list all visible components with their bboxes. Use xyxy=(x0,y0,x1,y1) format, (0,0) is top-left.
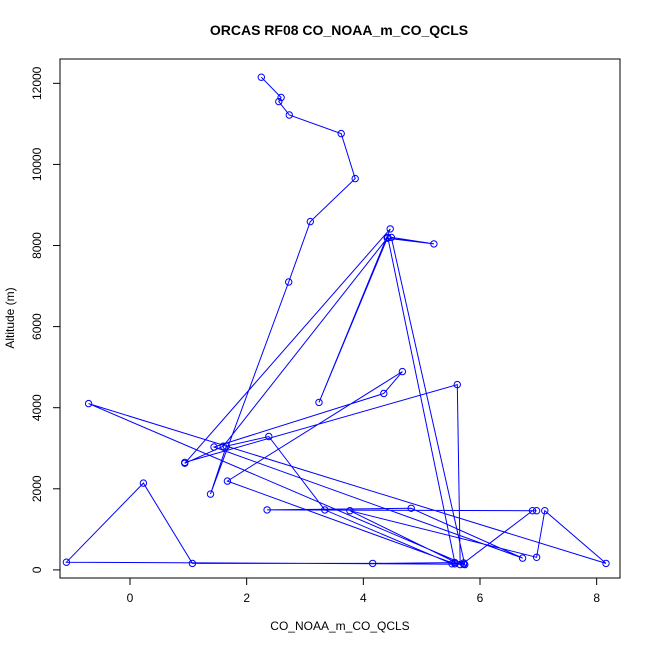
y-tick-label: 6000 xyxy=(30,313,44,340)
data-point xyxy=(386,225,394,233)
data-point xyxy=(430,240,438,248)
data-point xyxy=(383,234,391,242)
data-point xyxy=(398,367,407,376)
data-point xyxy=(210,443,218,451)
data-point xyxy=(387,233,395,242)
data-point xyxy=(602,559,610,568)
data-point xyxy=(257,73,265,81)
data-point xyxy=(407,504,415,512)
data-point xyxy=(453,380,461,389)
data-point xyxy=(222,442,231,450)
data-point xyxy=(461,560,469,569)
data-point xyxy=(528,507,537,515)
data-point xyxy=(139,479,148,487)
data-point xyxy=(277,93,285,102)
data-point xyxy=(285,278,293,286)
y-tick-label: 4000 xyxy=(30,394,44,421)
data-point xyxy=(518,554,527,562)
data-point xyxy=(263,506,271,514)
data-point xyxy=(456,560,464,569)
data-point xyxy=(275,97,283,106)
x-tick-label: 2 xyxy=(243,591,250,605)
data-point xyxy=(346,507,354,515)
data-point xyxy=(380,389,388,398)
data-point xyxy=(265,432,273,441)
series-line xyxy=(65,76,607,566)
x-tick-label: 4 xyxy=(360,591,367,605)
x-tick-label: 8 xyxy=(593,591,600,605)
y-tick-label: 10000 xyxy=(30,147,44,181)
x-tick-label: 0 xyxy=(127,591,134,605)
data-point xyxy=(532,507,541,515)
data-point xyxy=(181,458,189,467)
y-axis-label: Altitude (m) xyxy=(3,287,17,348)
data-point xyxy=(369,559,377,568)
chart-title: ORCAS RF08 CO_NOAA_m_CO_QCLS xyxy=(210,22,468,38)
x-tick-label: 6 xyxy=(477,591,484,605)
y-tick-label: 2000 xyxy=(30,475,44,502)
data-point xyxy=(532,553,541,561)
data-point xyxy=(223,477,232,485)
x-axis-label: CO_NOAA_m_CO_QCLS xyxy=(270,619,409,633)
data-point xyxy=(285,111,293,119)
data-point xyxy=(306,217,314,226)
y-axis: 0 2000 4000 6000 8000 10000 12000 xyxy=(30,66,60,573)
data-point xyxy=(219,442,228,450)
data-point xyxy=(315,398,323,407)
data-point xyxy=(337,129,345,138)
data-point xyxy=(351,174,359,183)
plot-frame xyxy=(59,58,621,579)
data-point xyxy=(541,507,549,515)
series-layer xyxy=(62,73,610,569)
y-tick-label: 12000 xyxy=(30,66,44,100)
data-point xyxy=(62,558,71,566)
y-tick-label: 8000 xyxy=(30,232,44,259)
data-point xyxy=(206,490,215,498)
y-tick-label: 0 xyxy=(30,566,44,573)
x-axis: 0 2 4 6 8 xyxy=(127,578,600,605)
data-point xyxy=(188,559,197,568)
data-point xyxy=(321,506,329,514)
data-point xyxy=(84,399,93,408)
